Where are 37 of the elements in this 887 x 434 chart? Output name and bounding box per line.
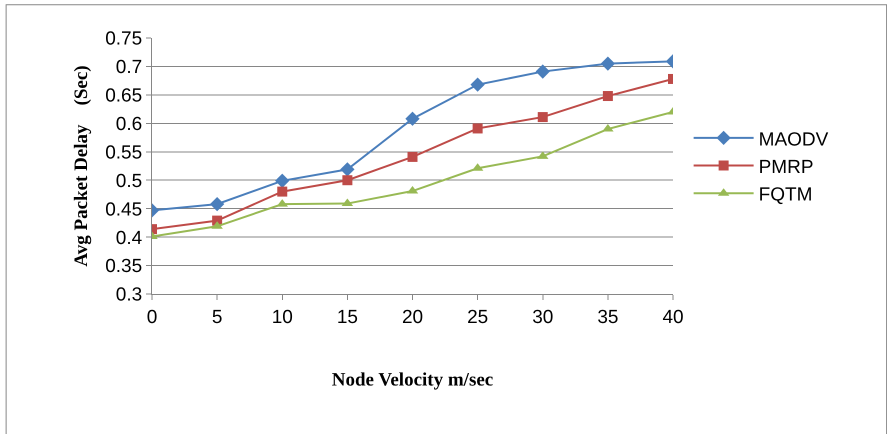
point bbox=[340, 162, 355, 177]
y-axis-title: Avg Packet Delay (Sec) bbox=[71, 65, 92, 267]
y-tick-label: 0.4 bbox=[116, 228, 143, 249]
y-tick-label: 0.6 bbox=[116, 114, 142, 135]
x-tick-label: 30 bbox=[532, 306, 554, 328]
point bbox=[275, 174, 290, 188]
x-axis-title: Node Velocity m/sec bbox=[332, 370, 494, 391]
y-tick-label: 0.35 bbox=[105, 256, 142, 278]
x-tick-label: 10 bbox=[272, 306, 293, 328]
point bbox=[470, 78, 485, 92]
x-tick-label: 0 bbox=[146, 306, 158, 328]
x-tick-label: 5 bbox=[212, 306, 222, 328]
point bbox=[472, 123, 483, 134]
legend-label: PMRP bbox=[758, 156, 814, 178]
y-tick-label: 0.3 bbox=[116, 284, 142, 306]
point bbox=[538, 112, 548, 122]
y-tick-label: 0.5 bbox=[116, 170, 142, 192]
point bbox=[536, 64, 550, 79]
point bbox=[408, 152, 418, 162]
y-tick-label: 0.65 bbox=[105, 86, 142, 107]
x-tick-label: 35 bbox=[597, 306, 618, 328]
y-tick-label: 0.75 bbox=[105, 28, 142, 50]
point bbox=[277, 186, 288, 197]
x-tick-label: 25 bbox=[467, 306, 488, 328]
legend-label: FQTM bbox=[758, 184, 812, 206]
x-tick-label: 20 bbox=[402, 306, 424, 328]
legend-label: MAODV bbox=[758, 129, 829, 150]
point bbox=[210, 196, 224, 212]
x-tick-label: 15 bbox=[336, 306, 358, 328]
y-tick-label: 0.7 bbox=[116, 57, 142, 78]
y-tick-label: 0.45 bbox=[105, 199, 142, 220]
point bbox=[342, 175, 352, 186]
point bbox=[602, 91, 613, 102]
y-tick-label: 0.55 bbox=[105, 142, 142, 164]
point bbox=[600, 56, 616, 71]
x-tick-label: 40 bbox=[662, 306, 684, 328]
point bbox=[405, 112, 420, 126]
